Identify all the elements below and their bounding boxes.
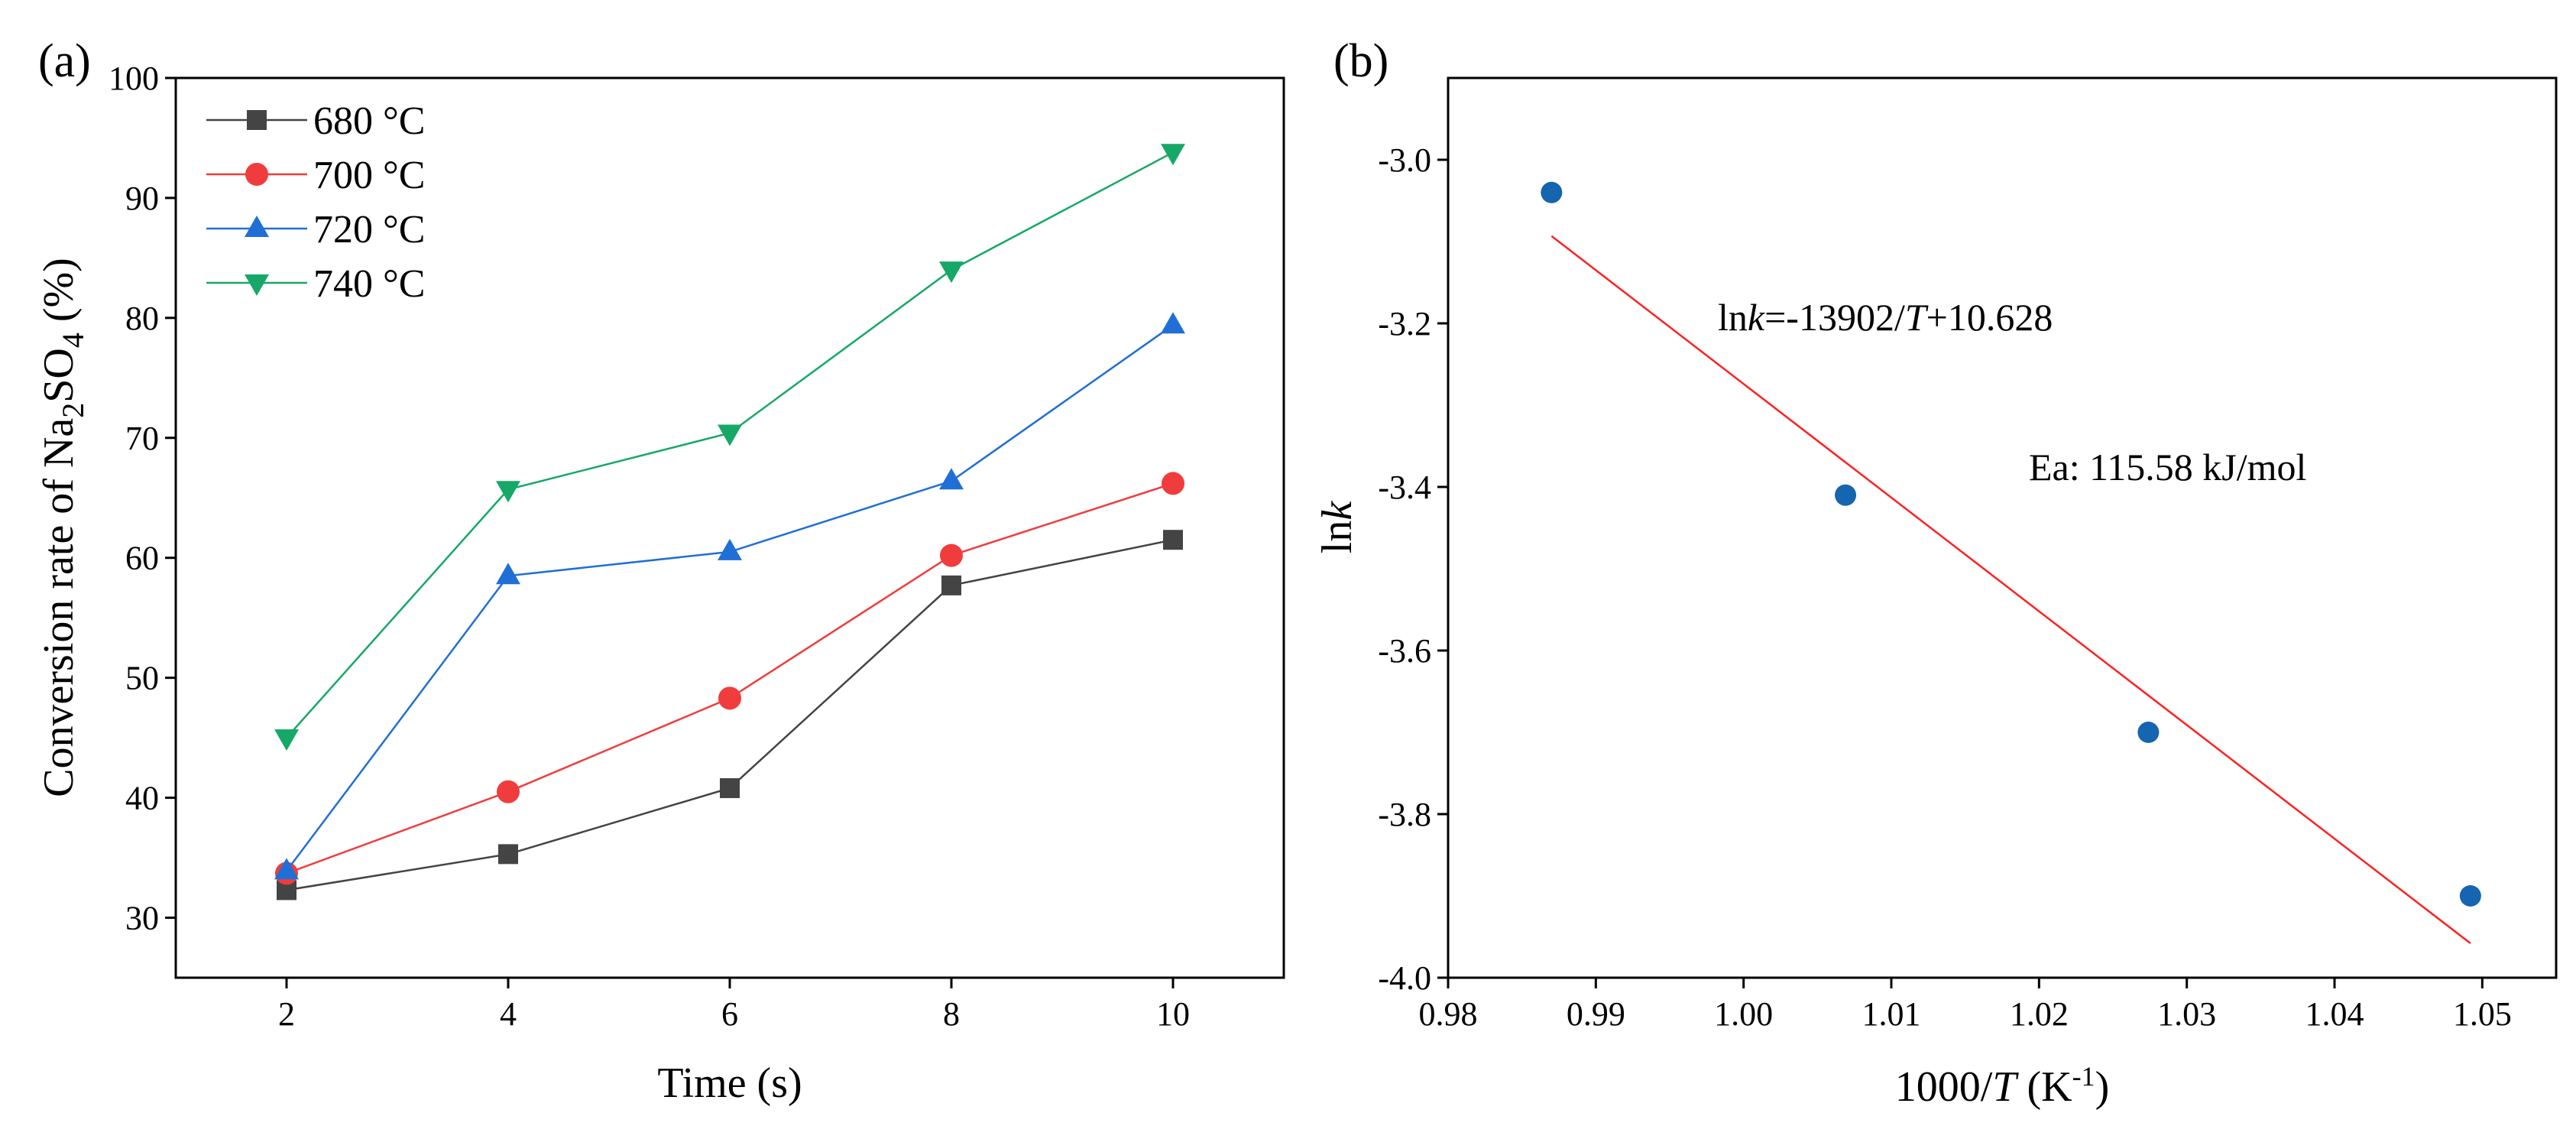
y-tick-label: -3.8 (1378, 796, 1431, 833)
data-point (718, 424, 742, 446)
panel-a-x-axis-title: Time (s) (657, 1059, 802, 1107)
x-tick-label: 1.01 (1862, 995, 1921, 1033)
legend-label-720: 720 °C (313, 208, 425, 251)
panel-b-x-ticks: 0.98 0.99 1.00 1.01 1.02 1.03 1.04 1.05 (1419, 978, 2512, 1033)
x-tick-label: 1.02 (2010, 995, 2069, 1033)
legend-marker-square (247, 110, 267, 130)
data-point (940, 544, 963, 567)
panel-b-label: (b) (1333, 35, 1388, 87)
series-740 (274, 144, 1185, 751)
panel-b-y-axis-title: lnk (1314, 501, 1361, 554)
data-point (2137, 722, 2160, 743)
data-point (718, 538, 742, 560)
legend-item-680: 680 °C (206, 99, 425, 143)
legend-item-740: 740 °C (206, 262, 425, 306)
panel-b-y-ticks: -3.0 -3.2 -3.4 -3.6 -3.8 -4.0 (1378, 141, 1448, 997)
y-tick-label: 100 (109, 60, 159, 97)
panel-b-points (1541, 181, 2481, 907)
data-point (1163, 530, 1183, 550)
data-point (498, 844, 518, 865)
data-point (274, 858, 299, 880)
data-point (941, 575, 961, 595)
data-point (1161, 312, 1185, 334)
y-tick-label: -3.4 (1378, 469, 1431, 506)
x-tick-label: 1.04 (2305, 995, 2364, 1033)
data-point (939, 468, 964, 490)
y-tick-label: 40 (125, 780, 159, 817)
legend-label-680: 680 °C (313, 99, 425, 143)
series-line (286, 538, 1174, 891)
panel-b-activation-energy: Ea: 115.58 kJ/mol (2029, 446, 2306, 488)
data-point (2459, 885, 2481, 907)
panel-a-y-axis-title: Conversion rate of Na2SO4 (%) (35, 258, 90, 797)
y-tick-label: 30 (125, 900, 159, 937)
data-point (720, 778, 740, 799)
panel-a-series (274, 144, 1185, 900)
panel-a-label: (a) (38, 35, 91, 87)
legend-marker-triangle-down (245, 274, 269, 296)
legend-marker-triangle-up (245, 216, 269, 237)
x-tick-label: 1.05 (2453, 995, 2512, 1033)
data-point (718, 686, 741, 710)
y-tick-label: -3.2 (1378, 305, 1431, 342)
y-tick-label: -3.0 (1378, 141, 1431, 179)
data-point (939, 261, 964, 284)
data-point (496, 481, 520, 503)
y-tick-label: -4.0 (1378, 959, 1431, 997)
y-tick-label: 70 (125, 420, 159, 457)
legend-item-700: 700 °C (206, 154, 425, 197)
y-tick-label: 60 (125, 540, 159, 577)
x-tick-label: 1.03 (2157, 995, 2216, 1033)
series-680 (277, 530, 1183, 900)
series-720 (274, 312, 1185, 880)
legend-marker-circle (245, 163, 268, 186)
data-point (497, 780, 520, 803)
panel-b-x-axis-title: 1000/T (K-1) (1895, 1061, 2109, 1111)
regression-line (1550, 235, 2471, 945)
data-point (1835, 484, 1857, 506)
legend-item-720: 720 °C (206, 208, 425, 251)
panel-a: (a) 30 40 50 60 70 80 90 100 2 4 6 8 10 680 °C 700 … (35, 35, 1285, 1107)
y-tick-label: 90 (125, 180, 159, 217)
y-tick-label: 80 (125, 300, 159, 337)
x-tick-label: 6 (721, 995, 738, 1033)
x-tick-label: 0.98 (1419, 995, 1478, 1033)
x-tick-label: 1.00 (1714, 995, 1773, 1033)
data-point (496, 563, 520, 585)
x-tick-label: 4 (500, 995, 517, 1033)
y-tick-label: -3.6 (1378, 632, 1431, 670)
panel-a-legend: 680 °C 700 °C 720 °C 740 °C (206, 99, 425, 306)
panel-b: (b) -3.0 -3.2 -3.4 -3.6 -3.8 -4.0 0.98 0.99 1.0… (1314, 35, 2558, 1111)
series-700 (275, 472, 1184, 885)
panel-b-fit-equation: lnk=-13902/T+10.628 (1718, 296, 2053, 339)
panel-b-plot-frame (1447, 76, 2558, 979)
panel-a-y-ticks: 30 40 50 60 70 80 90 100 (109, 60, 176, 937)
legend-label-700: 700 °C (313, 154, 425, 197)
legend-label-740: 740 °C (313, 262, 425, 306)
data-point (1541, 181, 1563, 203)
data-point (1161, 144, 1185, 166)
y-tick-label: 50 (125, 660, 159, 697)
x-tick-label: 2 (278, 995, 295, 1033)
data-point (274, 729, 299, 751)
data-point (1162, 472, 1184, 495)
panel-b-fit-line (1550, 235, 2471, 945)
panel-a-x-ticks: 2 4 6 8 10 (278, 978, 1190, 1033)
x-tick-label: 10 (1156, 995, 1190, 1033)
x-tick-label: 8 (943, 995, 960, 1033)
x-tick-label: 0.99 (1567, 995, 1625, 1033)
